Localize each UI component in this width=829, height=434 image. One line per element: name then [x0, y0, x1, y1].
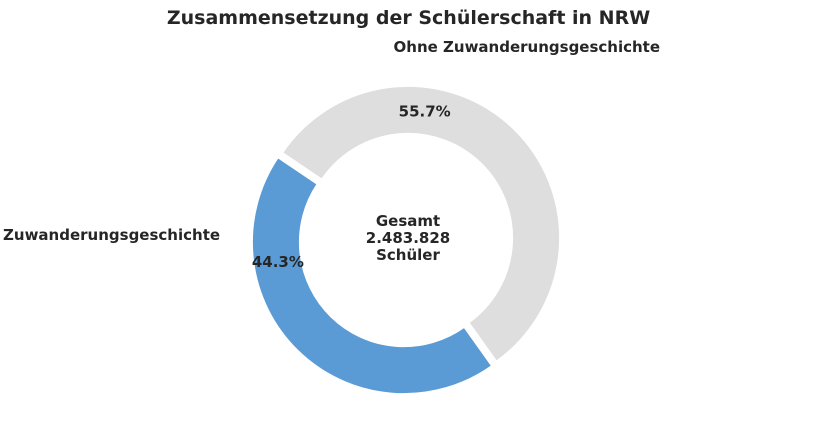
- center-total-unit: Schüler: [376, 246, 440, 264]
- donut-slice-mit: [250, 155, 494, 396]
- center-total-value: 2.483.828: [366, 229, 450, 247]
- slice-percent-label: 55.7%: [399, 102, 451, 120]
- chart-title: Zusammensetzung der Schülerschaft in NRW: [166, 7, 651, 29]
- center-total-label: Gesamt: [376, 212, 440, 230]
- slice-category-label: Ohne Zuwanderungsgeschichte: [394, 38, 661, 56]
- slice-percent-label: 44.3%: [252, 253, 304, 271]
- slice-category-label: Mit Zuwanderungsgeschichte: [0, 226, 220, 244]
- donut-labels: 55.7% Ohne Zuwanderungsgeschichte 44.3% Mit…: [0, 38, 660, 271]
- donut-slice-ohne: [280, 84, 562, 364]
- donut-slices: [250, 84, 562, 396]
